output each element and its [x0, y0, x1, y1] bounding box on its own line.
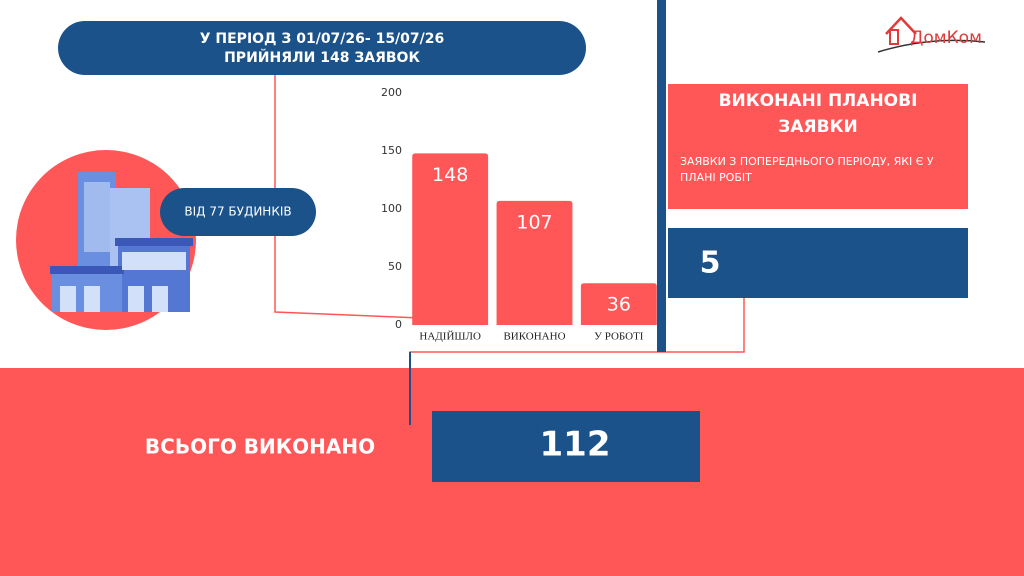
y-tick-label: 0 [395, 318, 402, 331]
header-period: У ПЕРІОД З 01/07/26- 15/07/26 [200, 31, 445, 47]
total-label: ВСЬОГО ВИКОНАНО [145, 435, 375, 459]
planned-count: 5 [700, 246, 721, 281]
value-label: 36 [607, 294, 631, 316]
total-box [432, 411, 700, 482]
logo [877, 16, 986, 53]
logo-text: ДомКом [910, 28, 982, 48]
buildings-pill [160, 188, 316, 236]
value-label: 148 [432, 164, 468, 186]
planned-title: ВИКОНАНІ ПЛАНОВІ ЗАЯВКИ [718, 91, 918, 137]
header-received: ПРИЙНЯЛИ 148 ЗАЯВОК [224, 49, 420, 66]
total-value: 112 [540, 425, 611, 465]
buildings-label: ВІД 77 БУДИНКІВ [184, 205, 291, 219]
value-label: 107 [516, 211, 552, 233]
planned-count-box [668, 228, 968, 298]
chart: 0 50 100 150 200 НАДІЙШЛО 148 ВИКОНАНО 107 У РОБО… [381, 86, 657, 343]
y-tick-label: 200 [381, 86, 402, 99]
bar [580, 283, 657, 325]
connector [274, 75, 421, 319]
bar [412, 153, 489, 325]
planned-note: ЗАЯВКИ З ПОПЕРЕДНЬОГО ПЕРІОДУ, ЯКІ Є У П… [680, 155, 934, 184]
y-tick-label: 50 [388, 260, 402, 273]
x-tick-label: ВИКОНАНО [503, 331, 565, 343]
divider [657, 0, 666, 352]
y-tick-label: 100 [381, 202, 402, 215]
x-tick-label: У РОБОТІ [594, 331, 644, 343]
building-icon [50, 172, 193, 312]
header-pill [58, 21, 586, 75]
planned-note-wrap: ЗАЯВКИ З ПОПЕРЕДНЬОГО ПЕРІОДУ, ЯКІ Є У П… [680, 155, 934, 184]
x-tick-label: НАДІЙШЛО [419, 331, 481, 343]
bar [496, 200, 573, 325]
planned-box [668, 84, 968, 209]
planned-title-wrap: ВИКОНАНІ ПЛАНОВІ ЗАЯВКИ [718, 91, 918, 137]
y-tick-label: 150 [381, 144, 402, 157]
